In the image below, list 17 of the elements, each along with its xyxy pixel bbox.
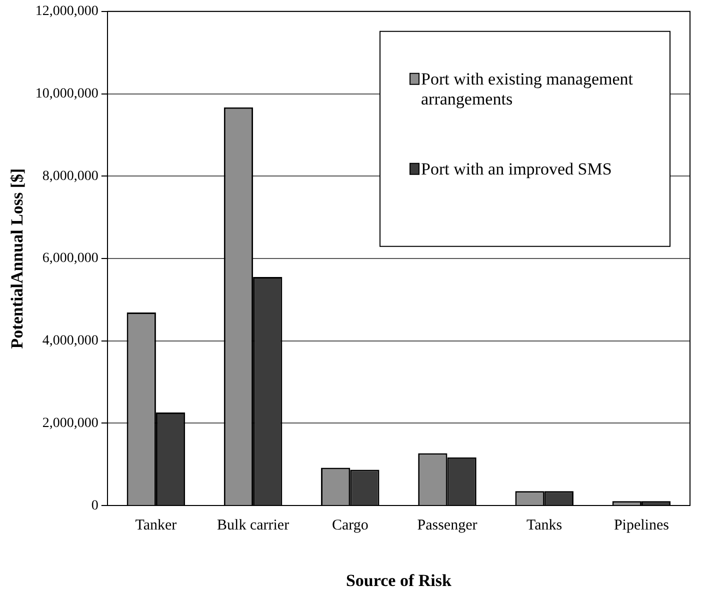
y-tick-label: 2,000,000: [42, 416, 98, 431]
x-tick-label: Tanks: [526, 518, 562, 534]
x-tick-label: Pipelines: [614, 518, 670, 534]
y-tick-label: 6,000,000: [42, 251, 98, 266]
y-axis-title: PotentialAnnual Loss [$]: [8, 168, 27, 349]
x-axis-title: Source of Risk: [346, 571, 452, 590]
legend-label: Port with an improved SMS: [421, 159, 612, 178]
y-tick-label: 0: [91, 498, 98, 514]
x-tick-label: Cargo: [332, 518, 368, 534]
x-tick-label: Passenger: [417, 518, 478, 534]
legend-label: Port with existing management arrangements: [421, 69, 634, 108]
y-tick-label: 12,000,000: [35, 4, 98, 20]
x-tick-label: Bulk carrier: [217, 518, 290, 534]
x-tick-label: Tanker: [135, 518, 177, 534]
y-tick-label: 10,000,000: [35, 86, 98, 102]
y-tick-label: 8,000,000: [42, 168, 98, 184]
y-tick-label: 4,000,000: [42, 334, 98, 349]
